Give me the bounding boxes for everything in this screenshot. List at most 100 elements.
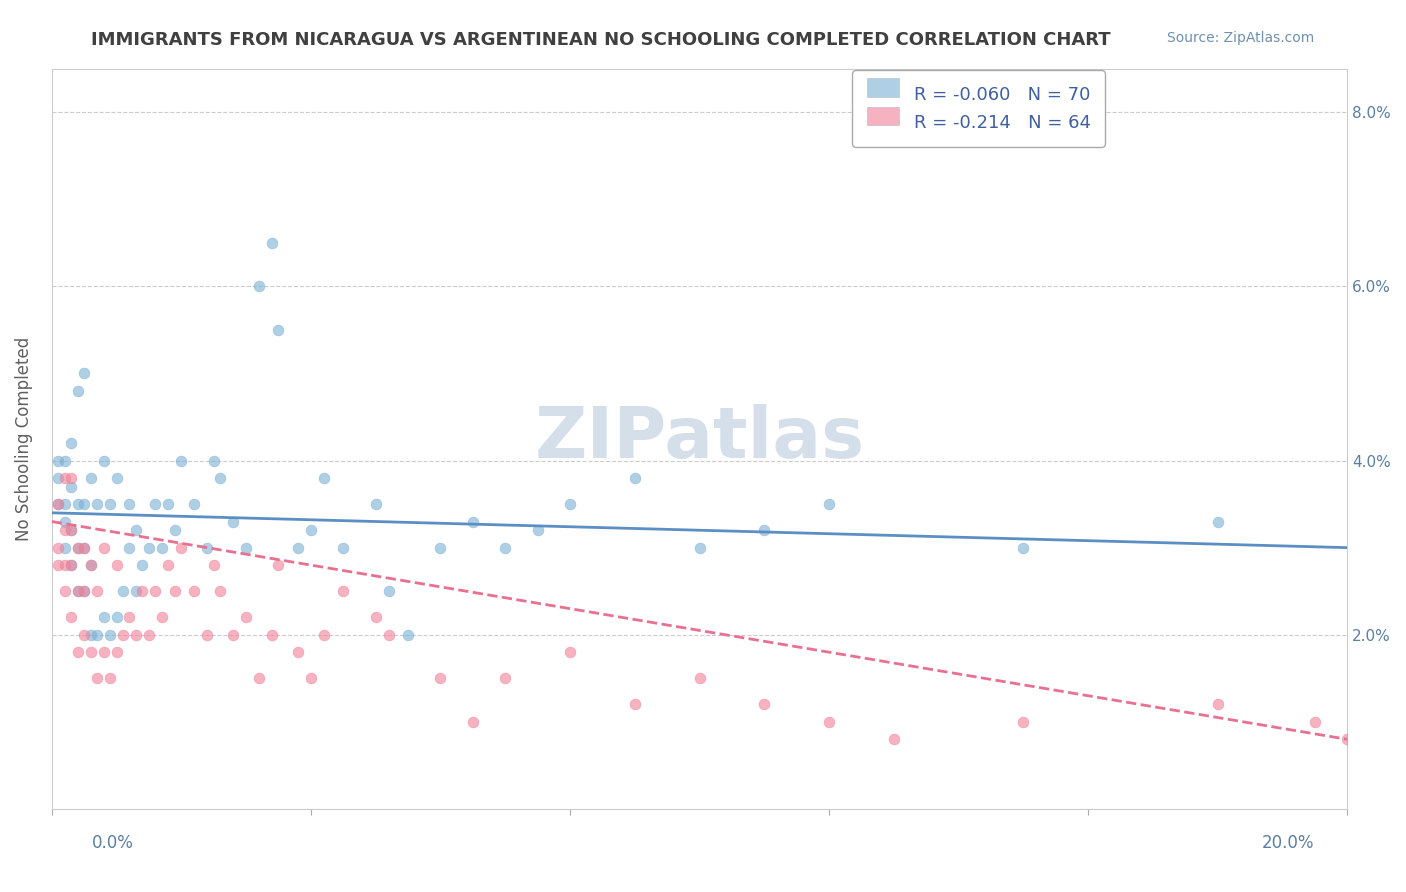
Point bbox=[53, 453, 76, 467]
Point bbox=[260, 235, 283, 250]
Point bbox=[125, 628, 148, 642]
Point bbox=[235, 610, 257, 624]
Point bbox=[66, 584, 89, 599]
Point bbox=[60, 436, 83, 450]
Point bbox=[60, 480, 83, 494]
Point bbox=[86, 628, 108, 642]
Point bbox=[260, 628, 283, 642]
Point bbox=[1336, 732, 1358, 747]
Point bbox=[818, 497, 841, 511]
Point bbox=[287, 541, 309, 555]
Point bbox=[364, 497, 387, 511]
Point bbox=[73, 541, 96, 555]
Point bbox=[53, 471, 76, 485]
Point bbox=[183, 584, 205, 599]
Point bbox=[1012, 541, 1035, 555]
Point bbox=[93, 645, 115, 659]
Point bbox=[73, 584, 96, 599]
Point bbox=[183, 497, 205, 511]
Text: 20.0%: 20.0% bbox=[1263, 834, 1315, 852]
Point bbox=[287, 645, 309, 659]
Text: IMMIGRANTS FROM NICARAGUA VS ARGENTINEAN NO SCHOOLING COMPLETED CORRELATION CHAR: IMMIGRANTS FROM NICARAGUA VS ARGENTINEAN… bbox=[91, 31, 1111, 49]
Point bbox=[118, 541, 141, 555]
Point bbox=[461, 515, 484, 529]
Point bbox=[163, 584, 186, 599]
Point bbox=[111, 584, 134, 599]
Point bbox=[332, 584, 354, 599]
Point bbox=[53, 515, 76, 529]
Point bbox=[125, 523, 148, 537]
Point bbox=[209, 584, 232, 599]
Point bbox=[73, 541, 96, 555]
Point bbox=[93, 610, 115, 624]
Point bbox=[118, 610, 141, 624]
Point bbox=[60, 558, 83, 572]
Point bbox=[73, 497, 96, 511]
Point bbox=[1206, 698, 1229, 712]
Point bbox=[526, 523, 548, 537]
Point bbox=[66, 541, 89, 555]
Point bbox=[202, 453, 225, 467]
Point bbox=[1012, 714, 1035, 729]
Point bbox=[312, 471, 335, 485]
Point bbox=[98, 671, 121, 685]
Point bbox=[157, 497, 180, 511]
Point bbox=[247, 671, 270, 685]
Point bbox=[247, 279, 270, 293]
Point bbox=[157, 558, 180, 572]
Text: ZIPatlas: ZIPatlas bbox=[534, 404, 865, 474]
Point bbox=[60, 558, 83, 572]
Point bbox=[222, 515, 245, 529]
Point bbox=[222, 628, 245, 642]
Point bbox=[60, 610, 83, 624]
Point bbox=[494, 671, 516, 685]
Point bbox=[73, 584, 96, 599]
Point bbox=[60, 523, 83, 537]
Legend: R = -0.060   N = 70, R = -0.214   N = 64: R = -0.060 N = 70, R = -0.214 N = 64 bbox=[852, 70, 1105, 147]
Point bbox=[53, 558, 76, 572]
Point bbox=[883, 122, 905, 136]
Point bbox=[145, 497, 167, 511]
Point bbox=[46, 471, 69, 485]
Point bbox=[1303, 714, 1326, 729]
Point bbox=[377, 628, 399, 642]
Point bbox=[46, 558, 69, 572]
Point bbox=[145, 584, 167, 599]
Point bbox=[131, 584, 153, 599]
Point bbox=[105, 645, 128, 659]
Point bbox=[429, 671, 451, 685]
Point bbox=[150, 610, 173, 624]
Point bbox=[429, 541, 451, 555]
Point bbox=[267, 323, 290, 337]
Point bbox=[138, 541, 160, 555]
Point bbox=[558, 645, 581, 659]
Point bbox=[1206, 515, 1229, 529]
Point bbox=[818, 714, 841, 729]
Point bbox=[46, 453, 69, 467]
Point bbox=[623, 698, 645, 712]
Point bbox=[235, 541, 257, 555]
Point bbox=[163, 523, 186, 537]
Point bbox=[73, 628, 96, 642]
Point bbox=[46, 497, 69, 511]
Point bbox=[125, 584, 148, 599]
Point bbox=[66, 497, 89, 511]
Point bbox=[66, 584, 89, 599]
Point bbox=[105, 558, 128, 572]
Point bbox=[195, 541, 218, 555]
Point bbox=[79, 471, 101, 485]
Point bbox=[396, 628, 419, 642]
Point bbox=[86, 671, 108, 685]
Point bbox=[267, 558, 290, 572]
Point bbox=[66, 384, 89, 398]
Point bbox=[754, 523, 776, 537]
Point bbox=[98, 628, 121, 642]
Point bbox=[53, 523, 76, 537]
Point bbox=[299, 523, 322, 537]
Point bbox=[754, 698, 776, 712]
Point bbox=[53, 541, 76, 555]
Point bbox=[299, 671, 322, 685]
Point bbox=[170, 453, 193, 467]
Point bbox=[118, 497, 141, 511]
Point bbox=[66, 645, 89, 659]
